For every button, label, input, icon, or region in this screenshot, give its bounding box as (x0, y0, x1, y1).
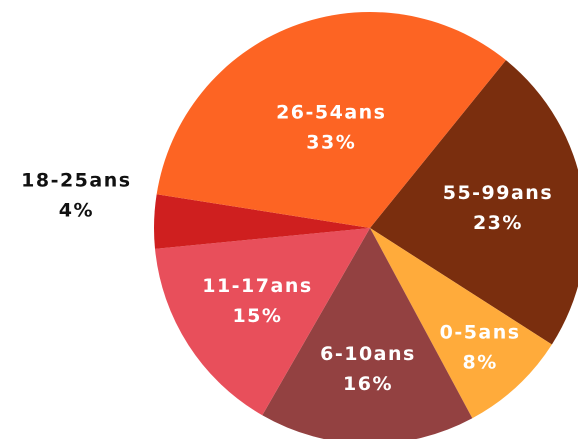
pie-slice (370, 228, 552, 419)
slice-label: 18-25ans (21, 170, 131, 192)
slice-value: 23% (473, 212, 523, 234)
slice-label: 11-17ans (202, 275, 312, 297)
slice-value: 16% (343, 373, 393, 395)
pie-slice (370, 60, 578, 345)
pie-slice (262, 228, 473, 439)
pie-slice (153, 194, 370, 249)
slice-value: 4% (59, 200, 94, 222)
slice-label: 0-5ans (440, 321, 521, 343)
slice-value: 15% (232, 305, 282, 327)
pie-slice (156, 12, 506, 228)
slice-label: 55-99ans (443, 182, 553, 204)
pie-slice (155, 228, 370, 416)
slice-label: 26-54ans (276, 102, 386, 124)
slice-value: 33% (306, 132, 356, 154)
slice-label: 6-10ans (320, 343, 416, 365)
slice-value: 8% (462, 351, 497, 373)
